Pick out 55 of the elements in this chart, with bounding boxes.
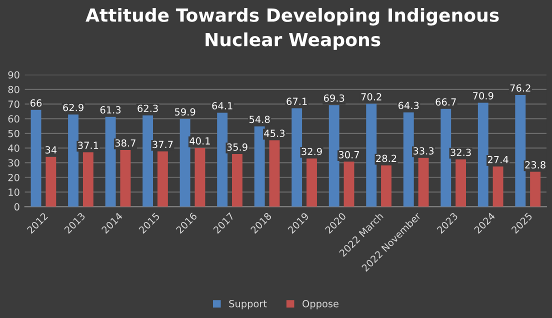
data-label: 69.3 [324, 94, 344, 102]
data-label: 35.9 [227, 143, 248, 151]
y-tick-label: 10 [8, 188, 20, 196]
data-label: 34 [45, 146, 57, 154]
legend-label: Support [229, 300, 267, 310]
bar [46, 156, 56, 207]
data-label: 33.3 [413, 147, 434, 155]
data-label: 70.2 [361, 93, 382, 100]
data-label: 67.1 [286, 98, 307, 106]
data-label: 38.7 [115, 139, 136, 147]
legend-label: Oppose [302, 300, 338, 310]
data-label: 37.7 [152, 140, 173, 148]
data-label: 64.1 [212, 102, 232, 110]
data-label: 64.3 [398, 102, 419, 110]
bar [440, 108, 452, 207]
data-label: 28.2 [376, 154, 396, 162]
chart-title: Attitude Towards Developing Indigenous Nuclear Weapons [86, 8, 499, 50]
data-label: 70.9 [473, 92, 494, 100]
data-label: 61.3 [100, 106, 121, 114]
y-tick-label: 30 [8, 159, 20, 167]
data-label: 27.4 [488, 156, 508, 164]
data-label: 62.3 [138, 104, 158, 112]
data-label: 32.3 [450, 148, 471, 156]
bar [194, 148, 206, 207]
bar [30, 110, 42, 207]
bar [254, 126, 265, 207]
y-tick-label: 80 [8, 86, 20, 94]
data-label: 66.7 [436, 98, 456, 106]
data-label: 40.1 [190, 137, 210, 145]
bar [328, 105, 340, 207]
data-label: 62.9 [63, 104, 84, 112]
data-label: 54.8 [250, 116, 270, 124]
y-tick-label: 50 [8, 130, 20, 138]
data-label: 32.9 [302, 148, 322, 156]
bar [515, 94, 526, 207]
data-label: 37.1 [78, 142, 98, 150]
bar [68, 114, 78, 207]
data-label: 30.7 [338, 151, 359, 158]
y-tick-label: 20 [8, 174, 20, 182]
y-tick-label: 40 [8, 144, 20, 152]
bar [292, 108, 302, 207]
data-label: 23.8 [525, 161, 546, 169]
bar [344, 162, 354, 207]
y-tick-label: 70 [8, 100, 20, 108]
data-label: 66 [30, 99, 42, 107]
y-tick-label: 60 [8, 115, 20, 123]
bar [217, 112, 228, 207]
y-tick-label: 90 [8, 71, 20, 79]
data-label: 59.9 [174, 108, 196, 116]
bar [180, 118, 190, 207]
y-tick-label: 0 [14, 203, 20, 211]
data-label: 76.2 [510, 84, 530, 92]
bar [142, 115, 154, 207]
bar [403, 112, 414, 207]
data-label: 45.3 [264, 130, 285, 138]
